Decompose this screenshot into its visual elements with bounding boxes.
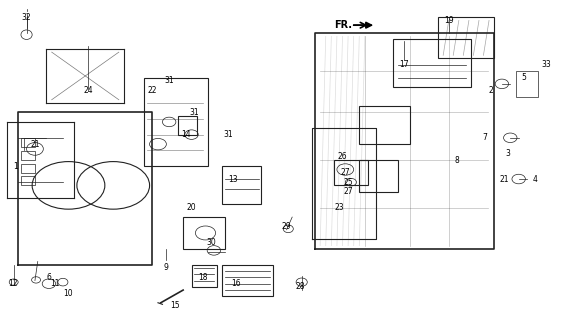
Bar xyxy=(21,177,35,185)
Text: 6: 6 xyxy=(47,273,51,282)
Text: 29: 29 xyxy=(282,222,292,231)
Text: 31: 31 xyxy=(189,108,199,117)
Bar xyxy=(178,116,197,135)
Bar xyxy=(21,151,35,160)
Text: 23: 23 xyxy=(335,203,345,212)
Text: 9: 9 xyxy=(164,263,169,272)
Text: 31: 31 xyxy=(164,76,174,85)
Text: 27: 27 xyxy=(341,168,350,177)
Text: 2: 2 xyxy=(488,86,493,95)
Text: 13: 13 xyxy=(229,174,238,184)
Text: FR.: FR. xyxy=(334,20,352,30)
Bar xyxy=(223,265,273,296)
Text: 26: 26 xyxy=(338,152,347,161)
Bar xyxy=(438,17,493,59)
Bar xyxy=(144,77,209,166)
Text: 19: 19 xyxy=(444,16,454,25)
Text: 28: 28 xyxy=(296,282,305,292)
Text: 20: 20 xyxy=(187,203,196,212)
Bar xyxy=(21,139,35,147)
Text: 21: 21 xyxy=(500,174,509,184)
Text: 25: 25 xyxy=(343,178,353,187)
Text: 14: 14 xyxy=(181,130,191,139)
Bar xyxy=(359,160,398,192)
Text: 30: 30 xyxy=(206,238,216,247)
Text: 7: 7 xyxy=(483,133,488,142)
Text: 10: 10 xyxy=(64,289,73,298)
Text: 32: 32 xyxy=(22,13,31,22)
Text: 5: 5 xyxy=(522,73,527,82)
Text: 1: 1 xyxy=(13,162,18,171)
Bar xyxy=(359,106,410,144)
Text: 8: 8 xyxy=(455,156,460,164)
Bar xyxy=(21,164,35,173)
Text: 17: 17 xyxy=(399,60,409,69)
Text: 22: 22 xyxy=(148,86,157,95)
Text: 15: 15 xyxy=(170,301,180,310)
Text: 3: 3 xyxy=(505,149,510,158)
Text: 31: 31 xyxy=(223,130,233,139)
Text: 18: 18 xyxy=(198,273,207,282)
Bar xyxy=(334,160,368,185)
Bar xyxy=(192,265,217,287)
Text: 33: 33 xyxy=(542,60,551,69)
Text: 11: 11 xyxy=(50,279,59,288)
Bar xyxy=(516,71,538,97)
Bar xyxy=(223,166,261,204)
Text: 24: 24 xyxy=(83,86,93,95)
Text: 27: 27 xyxy=(343,187,353,196)
Text: 16: 16 xyxy=(232,279,241,288)
Text: 4: 4 xyxy=(533,174,538,184)
Text: 12: 12 xyxy=(8,279,17,288)
Bar xyxy=(183,217,225,249)
Bar xyxy=(393,39,471,87)
Text: 21: 21 xyxy=(30,140,40,148)
